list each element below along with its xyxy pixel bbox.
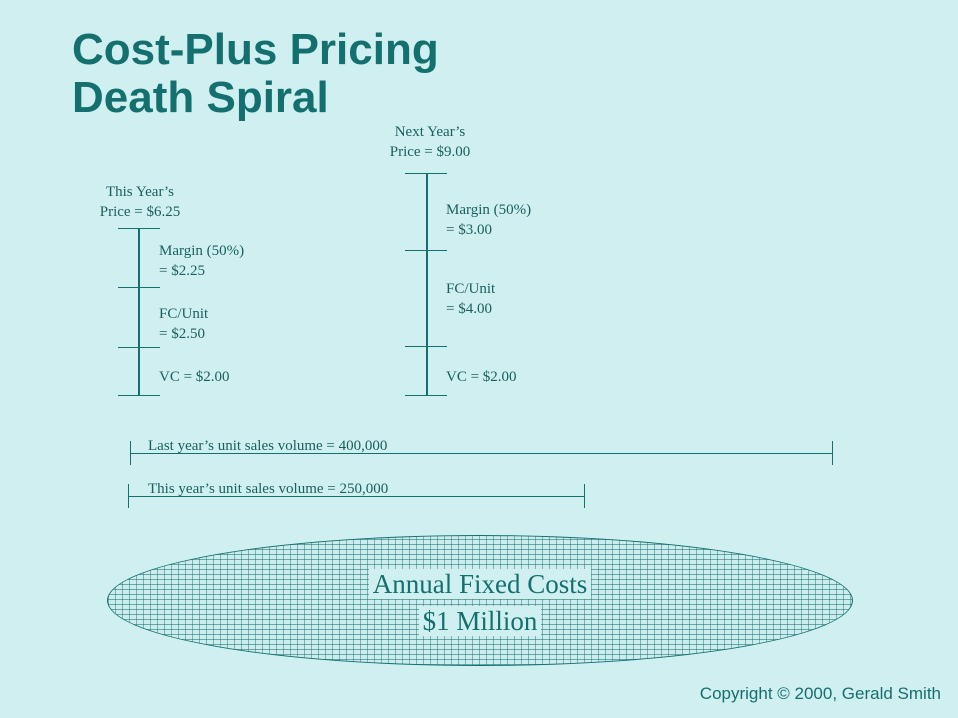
next-year-fc-label: FC/Unit = $4.00 <box>446 279 495 319</box>
next-year-header-line-2: Price = $9.00 <box>389 144 471 160</box>
next-year-margin-line-2: = $3.00 <box>446 222 492 238</box>
next-year-price-header: Next Year’s Price = $9.00 <box>360 122 500 162</box>
next-year-header-line-1: Next Year’s <box>394 124 466 140</box>
this-year-fc-label: FC/Unit = $2.50 <box>159 304 208 344</box>
next-year-tick-fc <box>405 346 447 348</box>
next-year-tick-top <box>405 173 447 175</box>
next-year-margin-line-1: Margin (50%) <box>446 202 532 218</box>
title-line-2: Death Spiral <box>72 73 329 122</box>
this-year-volume-label: This year’s unit sales volume = 250,000 <box>148 481 389 497</box>
this-year-volume-end-tick <box>584 484 586 508</box>
last-year-volume-start-tick <box>130 441 132 465</box>
next-year-fc-line-2: = $4.00 <box>446 301 492 317</box>
last-year-volume-label: Last year’s unit sales volume = 400,000 <box>148 438 388 454</box>
this-year-volume-start-tick <box>128 484 130 508</box>
this-year-header-line-1: This Year’s <box>105 184 175 200</box>
next-year-tick-margin <box>405 250 447 252</box>
this-year-vc-label: VC = $2.00 <box>159 369 230 385</box>
this-year-tick-fc <box>118 347 160 349</box>
this-year-margin-line-1: Margin (50%) <box>159 243 245 259</box>
next-year-vc-label: VC = $2.00 <box>446 369 517 385</box>
fixed-costs-label: Annual Fixed Costs $1 Million <box>107 566 853 640</box>
last-year-volume-line <box>131 453 833 455</box>
next-year-tick-bottom <box>405 395 447 397</box>
this-year-tick-margin <box>118 287 160 289</box>
this-year-tick-bottom <box>118 395 160 397</box>
this-year-header-line-2: Price = $6.25 <box>99 204 181 220</box>
fixed-costs-ellipse <box>107 535 853 666</box>
this-year-stack-axis <box>138 228 140 396</box>
this-year-fc-line-1: FC/Unit <box>159 306 209 322</box>
this-year-tick-top <box>118 228 160 230</box>
last-year-volume-end-tick <box>832 441 834 465</box>
this-year-fc-line-2: = $2.50 <box>159 326 205 342</box>
this-year-margin-label: Margin (50%) = $2.25 <box>159 241 244 281</box>
this-year-volume-line <box>128 496 585 498</box>
next-year-margin-label: Margin (50%) = $3.00 <box>446 200 531 240</box>
next-year-fc-line-1: FC/Unit <box>446 281 496 297</box>
this-year-price-header: This Year’s Price = $6.25 <box>70 182 210 222</box>
fixed-costs-line-1: Annual Fixed Costs <box>368 569 592 599</box>
fixed-costs-line-2: $1 Million <box>418 606 542 636</box>
next-year-stack-axis <box>426 173 428 396</box>
this-year-margin-line-2: = $2.25 <box>159 263 205 279</box>
title-line-1: Cost-Plus Pricing <box>72 25 439 74</box>
copyright-notice: Copyright © 2000, Gerald Smith <box>699 684 941 703</box>
page-title: Cost-Plus Pricing Death Spiral <box>72 26 439 122</box>
